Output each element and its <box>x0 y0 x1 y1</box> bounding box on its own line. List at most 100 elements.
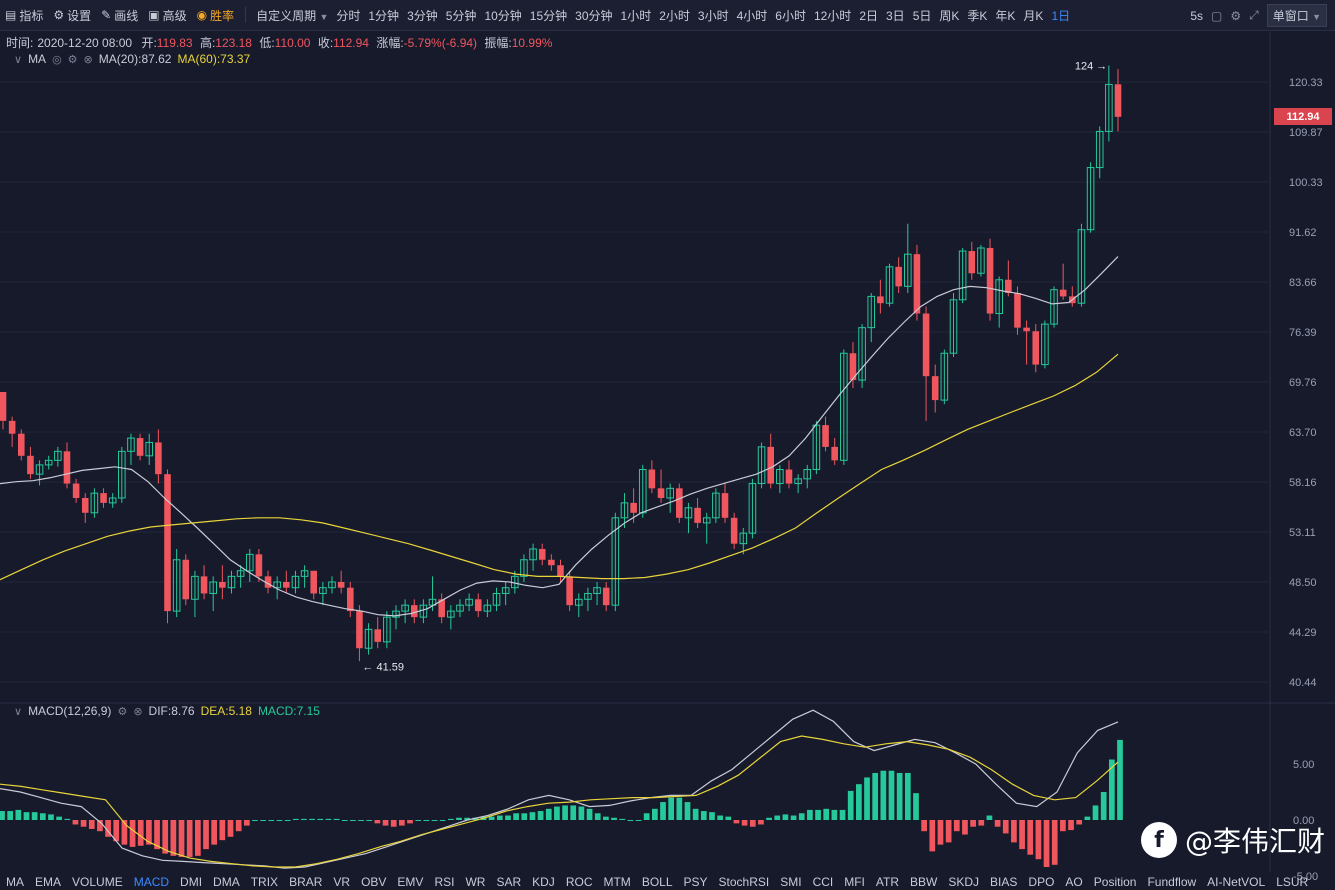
period-tab[interactable]: 3小时 <box>697 8 729 23</box>
indicator-tab[interactable]: MACD <box>133 874 170 889</box>
open-label: 开: <box>141 36 157 50</box>
indicator-tab[interactable]: Position <box>1093 874 1137 889</box>
period-tab[interactable]: 1日 <box>1051 8 1071 23</box>
indicator-tab[interactable]: MTM <box>603 874 631 889</box>
toolbar-item-label: 指标 <box>19 8 44 23</box>
indicator-tab[interactable]: PSY <box>683 874 708 889</box>
eye-icon[interactable]: ◎ <box>52 53 62 66</box>
toolbar-item-chart[interactable]: ▤ 指标 <box>0 7 48 24</box>
macd-histogram-bar <box>219 820 226 841</box>
macd-histogram-bar <box>970 820 976 827</box>
period-tab[interactable]: 1分钟 <box>368 8 400 23</box>
macd-histogram-bar <box>333 818 340 820</box>
period-tab[interactable]: 2小时 <box>659 8 690 23</box>
indicator-tab[interactable]: CCI <box>812 874 834 889</box>
indicator-tab[interactable]: EMA <box>35 874 62 889</box>
indicator-tab[interactable]: OBV <box>361 874 387 889</box>
indicator-tab[interactable]: EMV <box>397 874 424 889</box>
target-icon: ◉ <box>196 8 208 22</box>
indicator-tab[interactable]: DMA <box>213 874 240 889</box>
indicator-tab[interactable]: RSI <box>434 874 455 889</box>
indicator-tab[interactable]: ATR <box>875 874 900 889</box>
period-tab[interactable]: 12小时 <box>813 8 852 23</box>
dif-label: DIF: <box>148 704 172 718</box>
indicator-tab[interactable]: BIAS <box>990 874 1018 889</box>
period-tab[interactable]: 3日 <box>886 8 905 23</box>
gear-icon[interactable]: ⚙ <box>67 53 78 66</box>
macd-histogram-bar <box>978 820 985 826</box>
indicator-tab[interactable]: DMI <box>180 874 203 889</box>
screenshot-icon[interactable]: ▢ <box>1211 8 1223 23</box>
indicator-tab[interactable]: AI-NetVOL <box>1207 874 1266 889</box>
indicator-tab[interactable]: SKDJ <box>948 874 980 889</box>
period-tab[interactable]: 5日 <box>912 8 932 23</box>
period-tab[interactable]: 季K <box>967 8 988 23</box>
indicator-tab[interactable]: WR <box>465 874 486 889</box>
toolbar-item-briefcase[interactable]: ▣ 高级 <box>143 7 191 24</box>
period-tab[interactable]: 4小时 <box>736 8 768 23</box>
candle-body <box>356 611 363 649</box>
candle-body <box>767 446 774 484</box>
macd-histogram-bar <box>758 820 764 825</box>
fullscreen-icon[interactable]: ⤢ <box>1249 8 1259 22</box>
candle-body <box>831 446 838 461</box>
candle-body <box>465 598 473 606</box>
toolbar-item-target[interactable]: ◉ 胜率 <box>192 7 240 24</box>
indicator-tab[interactable]: ROC <box>565 874 593 889</box>
indicator-tab[interactable]: VOLUME <box>72 874 123 889</box>
period-tab[interactable]: 6小时 <box>775 8 806 23</box>
candle-body <box>630 502 637 513</box>
window-mode-button[interactable]: 单窗口 ▼ <box>1266 4 1327 27</box>
period-tab[interactable]: 30分钟 <box>575 8 613 23</box>
period-tab[interactable]: 1小时 <box>620 8 652 23</box>
period-tab[interactable]: 周K <box>939 8 960 23</box>
indicator-tab[interactable]: TRIX <box>250 874 279 889</box>
candle-body <box>785 469 793 484</box>
collapse-icon[interactable]: ∨ <box>14 53 23 66</box>
indicator-tab[interactable]: StochRSI <box>718 874 770 889</box>
indicator-tab[interactable]: BBW <box>910 874 938 889</box>
period-tab[interactable]: 15分钟 <box>529 8 568 23</box>
macd-histogram-bar <box>105 820 111 837</box>
period-tab[interactable]: 2日 <box>859 8 878 23</box>
indicator-tab[interactable]: KDJ <box>532 874 555 889</box>
period-tab[interactable]: 分时 <box>336 8 361 23</box>
candle-body <box>940 352 949 401</box>
refresh-interval[interactable]: 5s <box>1190 8 1203 23</box>
close-icon[interactable]: ⊗ <box>83 53 93 66</box>
macd-histogram-bar <box>766 817 772 820</box>
period-tab[interactable]: 10分钟 <box>484 8 522 23</box>
macd-histogram-bar <box>505 815 511 820</box>
indicator-tab[interactable]: MA <box>6 874 24 889</box>
dea-label: DEA: <box>200 704 229 718</box>
candle-body <box>447 610 455 618</box>
toolbar-item-gear[interactable]: ⚙ 设置 <box>48 7 96 24</box>
period-tab[interactable]: 年K <box>995 8 1016 23</box>
candle-body <box>895 266 902 287</box>
custom-period-dropdown[interactable]: 自定义周期 ▼ <box>252 7 332 24</box>
candle-body <box>164 474 171 612</box>
indicator-tab[interactable]: VR <box>333 874 351 889</box>
toolbar-item-pen[interactable]: ✎ 画线 <box>96 7 143 24</box>
candle-body <box>1050 289 1058 325</box>
period-tab[interactable]: 3分钟 <box>407 8 438 23</box>
price-tick-label: 69.76 <box>1289 377 1317 389</box>
settings-icon[interactable]: ⚙ <box>1230 8 1242 23</box>
period-tab[interactable]: 5分钟 <box>445 8 477 23</box>
close-icon[interactable]: ⊗ <box>133 705 143 718</box>
collapse-icon[interactable]: ∨ <box>14 705 23 718</box>
indicator-tab[interactable]: BOLL <box>641 874 673 889</box>
indicator-tab[interactable]: LSUR <box>1276 874 1309 889</box>
indicator-tab[interactable]: AO <box>1065 874 1083 889</box>
indicator-tab[interactable]: SMI <box>780 874 802 889</box>
gear-icon[interactable]: ⚙ <box>117 705 128 718</box>
indicator-tab[interactable]: Fundflow <box>1147 874 1197 889</box>
candle-body <box>245 553 254 572</box>
indicator-tab[interactable]: SAR <box>496 874 522 889</box>
indicator-tab[interactable]: DPO <box>1028 874 1055 889</box>
indicator-tab[interactable]: MFI <box>844 874 865 889</box>
period-tab[interactable]: 月K <box>1023 8 1044 23</box>
indicator-tab[interactable]: BRAR <box>289 874 323 889</box>
macd-histogram-bar <box>407 820 413 824</box>
